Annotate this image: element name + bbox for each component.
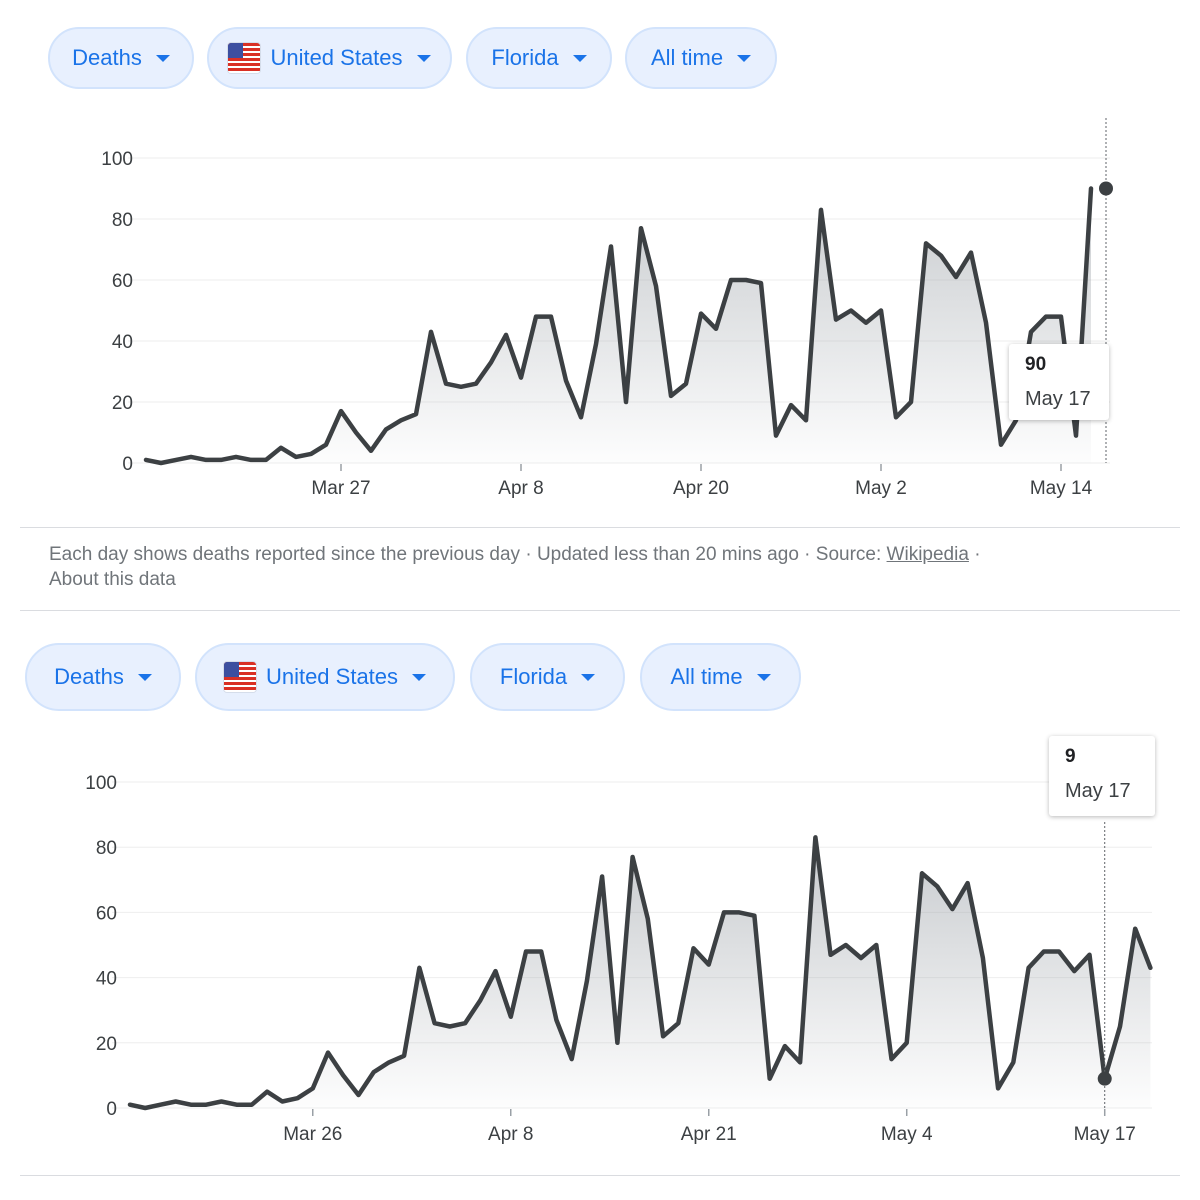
x-tick-label: May 14: [1030, 478, 1093, 499]
x-tick-label: Apr 8: [488, 1124, 533, 1145]
caret-down-icon: [572, 54, 587, 62]
country-chip-label: United States: [265, 664, 399, 689]
y-tick-label: 40: [96, 969, 117, 990]
series-line: [143, 186, 1094, 466]
x-tick-label: Apr 21: [681, 1124, 737, 1145]
caret-down-icon: [737, 54, 752, 62]
y-tick-label: 20: [96, 1034, 117, 1055]
source-label: Source:: [815, 544, 882, 565]
metric-chip[interactable]: Deaths: [25, 643, 181, 711]
tooltip-date: May 17: [1025, 388, 1091, 410]
tooltip-value: 9: [1065, 746, 1076, 767]
filter-chip-row: Deaths United States Florida All time: [0, 0, 1200, 110]
chart-footer: Each day shows deaths reported since the…: [49, 542, 1159, 592]
tooltip-value: 90: [1025, 354, 1047, 375]
footer-separator-2: ·: [968, 544, 981, 565]
chart-tooltip: 90 May 17: [1009, 344, 1109, 420]
series-area: [130, 837, 1151, 1108]
footer-separator: ·: [798, 544, 816, 565]
y-tick-label: 60: [96, 903, 117, 924]
y-tick-label: 80: [112, 210, 133, 231]
caret-down-icon: [416, 54, 431, 62]
range-chip-label: All time: [650, 45, 724, 70]
x-tick-label: Apr 20: [673, 478, 729, 499]
y-tick-label: 20: [112, 393, 133, 414]
highlight-point: [1099, 181, 1113, 196]
x-tick-label: May 17: [1074, 1124, 1136, 1145]
y-tick-label: 40: [112, 332, 133, 353]
y-tick-label: 100: [101, 149, 133, 170]
caret-down-icon: [581, 673, 596, 681]
x-tick-label: Mar 26: [283, 1124, 342, 1145]
x-tick-label: May 4: [881, 1124, 933, 1145]
chart-tooltip: 9 May 17: [1049, 736, 1155, 816]
metric-chip-label: Deaths: [54, 664, 124, 689]
series-line: [127, 835, 1153, 1111]
highlight-point: [1097, 1071, 1112, 1086]
y-tick-label: 100: [85, 773, 117, 794]
range-chip-label: All time: [670, 664, 743, 689]
metric-chip-label: Deaths: [72, 45, 142, 70]
country-chip[interactable]: United States: [195, 643, 455, 711]
y-tick-label: 0: [106, 1099, 117, 1120]
deaths-chart-1[interactable]: 0 20 40 60 80 100 Mar 27 Apr 8 Apr 20 May 2 May 14: [0, 0, 1200, 520]
y-tick-label: 80: [96, 838, 117, 859]
footer-description: Each day shows deaths reported since the…: [49, 544, 799, 565]
caret-down-icon: [155, 54, 170, 62]
chart-panel-2: Deaths United States Florida All time 0 2…: [0, 612, 1200, 1200]
caret-down-icon: [137, 673, 152, 681]
region-chip[interactable]: Florida: [470, 643, 625, 711]
tooltip-date: May 17: [1065, 780, 1131, 802]
divider: [20, 610, 1180, 611]
divider: [20, 1175, 1180, 1176]
range-chip[interactable]: All time: [625, 27, 777, 89]
deaths-chart-2[interactable]: 0 20 40 60 80 100 Mar 26 Apr 8 Apr 21 May 4 May 17: [0, 612, 1200, 1172]
about-data-link[interactable]: About this data: [49, 569, 176, 590]
x-tick-label: Mar 27: [311, 478, 370, 499]
y-tick-label: 0: [122, 454, 133, 475]
chart-panel-1: Deaths United States Florida All time 0 2…: [0, 0, 1200, 611]
y-tick-label: 60: [112, 271, 133, 292]
metric-chip[interactable]: Deaths: [48, 27, 194, 89]
x-tick-label: May 2: [855, 478, 907, 499]
country-chip-label: United States: [270, 45, 403, 70]
us-flag-icon: [223, 662, 256, 692]
region-chip[interactable]: Florida: [466, 27, 612, 89]
filter-chip-row: Deaths United States Florida All time: [0, 612, 1200, 722]
x-tick-label: Apr 8: [498, 478, 543, 499]
region-chip-label: Florida: [499, 664, 568, 689]
divider: [20, 527, 1180, 528]
country-chip[interactable]: United States: [207, 27, 452, 89]
caret-down-icon: [756, 673, 771, 681]
us-flag-icon: [228, 43, 261, 73]
region-chip-label: Florida: [491, 45, 559, 70]
source-link[interactable]: Wikipedia: [886, 544, 969, 565]
caret-down-icon: [412, 673, 427, 681]
range-chip[interactable]: All time: [640, 643, 801, 711]
